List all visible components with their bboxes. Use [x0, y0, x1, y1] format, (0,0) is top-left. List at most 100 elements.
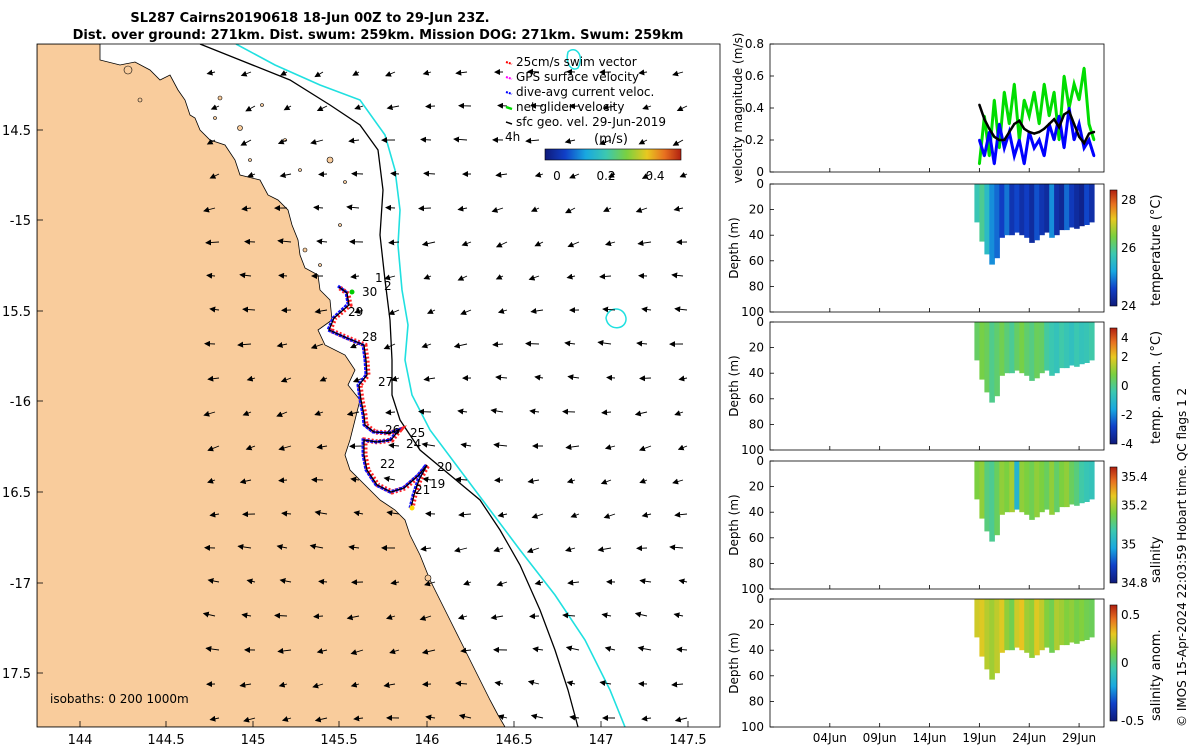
heatmap-cell — [1089, 461, 1095, 500]
current-arrow — [203, 410, 216, 417]
current-arrow — [383, 274, 396, 281]
colorbar-tick: 2 — [1121, 350, 1129, 364]
current-arrow — [276, 411, 288, 417]
heatmap-cell — [989, 322, 995, 403]
data-point — [1087, 132, 1091, 135]
data-point — [1052, 118, 1056, 121]
colorbar-tick: 4 — [1121, 331, 1129, 345]
current-arrow — [639, 477, 648, 484]
current-arrow — [493, 442, 508, 449]
current-arrow — [354, 308, 364, 314]
current-arrow — [316, 648, 328, 654]
x-tick-label: 146 — [415, 733, 440, 748]
glider-track — [326, 284, 431, 511]
legend-item: GPS surface velocity — [505, 70, 639, 84]
current-arrow — [316, 238, 328, 245]
y-tick-label: 0.2 — [745, 133, 764, 147]
current-arrow — [390, 579, 400, 586]
data-point — [1057, 138, 1061, 142]
current-arrow — [672, 139, 684, 146]
data-point — [1072, 122, 1076, 126]
heatmap-cell — [1009, 599, 1015, 651]
current-arrow — [209, 715, 220, 722]
current-arrow — [528, 274, 540, 281]
heatmap-cell — [1089, 184, 1095, 223]
panel-3: 35.4 35.2 35 34.8 salinity 0 20 40 60 80 100 Depth … — [727, 454, 1164, 596]
y-tick-label: 17.5 — [2, 667, 31, 682]
heatmap-cell — [1069, 184, 1075, 228]
current-arrow — [457, 614, 468, 620]
heatmap-cell — [1064, 599, 1070, 646]
current-arrow — [637, 645, 652, 652]
heatmap-cell — [1089, 322, 1095, 361]
current-arrow — [426, 308, 436, 314]
data-point — [1028, 114, 1031, 118]
current-arrow — [314, 509, 328, 516]
data-point — [1023, 127, 1026, 130]
data-point — [1052, 138, 1056, 142]
current-arrow — [566, 273, 576, 280]
heatmap-cell — [974, 599, 980, 638]
map-frame — [36, 43, 721, 728]
current-arrow — [239, 478, 252, 485]
track-day-labels: 1 2 30 29 28 27 26 25 24 22 20 21 19 — [348, 271, 452, 497]
current-arrow — [527, 68, 540, 75]
heatmap-cell — [1039, 461, 1045, 513]
current-arrow — [245, 444, 256, 451]
x-tick-label: 144.5 — [147, 733, 184, 748]
y-axis-label: Depth (m) — [727, 494, 741, 555]
current-arrow — [641, 173, 652, 179]
panel-colorbar — [1109, 327, 1118, 445]
current-arrow — [674, 716, 688, 723]
heatmap-cell — [1054, 461, 1060, 513]
isobath-1000m — [235, 44, 626, 727]
day-label: 19 — [430, 477, 445, 491]
heatmap-cell — [989, 184, 995, 265]
data-point — [1023, 162, 1026, 166]
current-arrow — [281, 716, 292, 722]
heatmap-cell — [1034, 322, 1040, 379]
heatmap-cell — [1039, 322, 1045, 374]
colorbar-tick: 35.4 — [1121, 470, 1148, 484]
colorbar-label: salinity anom. — [1149, 629, 1164, 721]
legend-item: dive-avg current veloc. — [505, 85, 654, 99]
current-arrow — [565, 207, 576, 214]
current-arrow — [278, 445, 292, 451]
current-arrow — [210, 104, 220, 110]
current-arrow — [495, 374, 508, 381]
y-tick-label: 80 — [749, 417, 764, 431]
data-point — [998, 146, 1001, 150]
current-arrow — [567, 374, 580, 381]
current-arrow — [529, 408, 540, 415]
x-tick-label: 146.5 — [495, 733, 532, 748]
heatmap-cell — [979, 184, 985, 242]
current-arrow — [205, 239, 220, 246]
current-arrow — [205, 646, 220, 652]
current-arrow — [453, 342, 468, 349]
data-point — [998, 122, 1001, 126]
current-arrow — [604, 444, 616, 451]
current-arrow — [672, 70, 684, 77]
eddy-contour-east — [605, 308, 627, 329]
heatmap-cell — [984, 599, 990, 670]
day-label: 21 — [415, 483, 430, 497]
current-arrow — [314, 716, 328, 723]
current-arrow — [314, 308, 328, 315]
current-arrow — [278, 681, 288, 688]
y-tick-label: 80 — [749, 279, 764, 293]
current-arrow — [209, 173, 220, 179]
current-arrow — [642, 104, 652, 110]
current-arrow — [673, 205, 684, 212]
data-point — [1013, 122, 1016, 126]
current-arrow — [679, 172, 688, 178]
current-arrow — [202, 611, 216, 618]
current-arrow — [604, 646, 616, 652]
data-point — [1077, 135, 1081, 138]
current-arrow — [458, 511, 472, 518]
data-point — [978, 103, 981, 107]
heatmap-cell — [1079, 184, 1085, 227]
heatmap-cell — [1024, 461, 1030, 515]
current-arrow — [386, 104, 400, 111]
